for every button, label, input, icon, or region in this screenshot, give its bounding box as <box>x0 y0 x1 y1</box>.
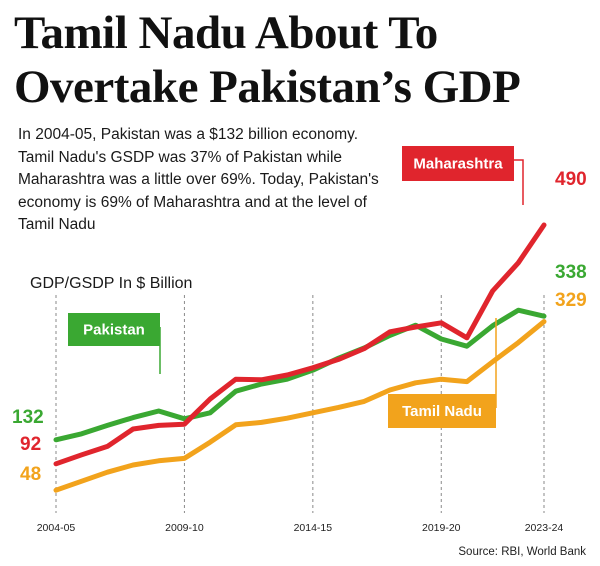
source-note: Source: RBI, World Bank <box>458 546 586 558</box>
pakistan-point <box>492 325 494 327</box>
pakistan-point <box>543 315 545 317</box>
tamil-nadu-point <box>312 412 314 414</box>
series-labels: 92 490 132 338 48 329 <box>12 169 587 485</box>
pakistan-line <box>53 307 547 443</box>
tamil-nadu-line <box>53 319 547 493</box>
maharashtra-legend-label: Maharashtra <box>413 156 503 173</box>
maharashtra-point <box>183 423 185 425</box>
x-tick-label: 2014-15 <box>294 522 333 534</box>
headline-line-1: Tamil Nadu About To <box>14 7 438 59</box>
maharashtra-point <box>261 379 262 381</box>
maharashtra-point <box>209 398 211 400</box>
maharashtra-point <box>106 445 108 447</box>
tamil-nadu-point <box>132 464 134 466</box>
tamil-nadu-point <box>363 400 365 402</box>
pakistan-point <box>132 417 134 419</box>
maharashtra-point <box>55 463 57 465</box>
tamil-nadu-point <box>106 471 108 473</box>
tamil-nadu-point <box>235 424 237 426</box>
maharashtra-point <box>286 374 288 376</box>
pakistan-end-value: 338 <box>555 262 587 283</box>
pakistan-point <box>235 390 237 392</box>
maharashtra-point <box>543 224 545 226</box>
x-tick-label: 2009-10 <box>165 522 204 534</box>
pakistan-point <box>81 433 83 435</box>
tamil-nadu-point <box>492 361 494 363</box>
tamil-nadu-point <box>209 441 211 443</box>
tamil-nadu-point <box>338 406 339 408</box>
maharashtra-point <box>235 378 237 380</box>
pakistan-point <box>440 338 442 340</box>
tamil-nadu-end-value: 329 <box>555 290 587 311</box>
pakistan-legend-box <box>68 313 160 346</box>
tamil-nadu-point <box>466 381 468 383</box>
maharashtra-start-value: 92 <box>20 434 41 455</box>
maharashtra-point <box>338 358 339 360</box>
tamil-nadu-point <box>81 480 83 482</box>
pakistan-point <box>106 424 108 426</box>
tamil-nadu-point <box>543 321 545 323</box>
tamil-nadu-point <box>261 421 262 423</box>
pakistan-point <box>466 345 468 347</box>
maharashtra-point <box>312 367 314 369</box>
maharashtra-end-value: 490 <box>555 169 587 190</box>
maharashtra-point <box>415 326 417 328</box>
pakistan-point <box>389 334 391 336</box>
pakistan-point <box>183 418 185 420</box>
maharashtra-point <box>363 348 365 350</box>
pakistan-start-value: 132 <box>12 407 44 428</box>
headline-line-2: Overtake Pakistan’s GDP <box>14 61 521 113</box>
tamil-nadu-point <box>183 457 185 459</box>
pakistan-point <box>517 309 519 311</box>
pakistan-point <box>261 383 262 385</box>
maharashtra-point <box>440 322 442 324</box>
pakistan-point <box>55 439 57 441</box>
maharashtra-point <box>466 337 468 339</box>
tamil-nadu-point <box>415 382 417 384</box>
pakistan-point <box>286 378 288 380</box>
pakistan-point <box>158 410 160 412</box>
tamil-nadu-legend-label: Tamil Nadu <box>402 403 482 420</box>
x-tick-label: 2019-20 <box>422 522 461 534</box>
tamil-nadu-point <box>158 460 160 462</box>
maharashtra-point <box>492 290 494 292</box>
tamil-nadu-start-value: 48 <box>20 464 41 485</box>
x-tick-label: 2004-05 <box>37 522 76 534</box>
maharashtra-point <box>517 262 519 264</box>
maharashtra-point <box>389 331 391 333</box>
x-tick-label: 2023-24 <box>525 522 564 534</box>
maharashtra-legend-box <box>402 146 514 181</box>
maharashtra-line <box>53 222 547 467</box>
headline: Tamil Nadu About To Overtake Pakistan’s … <box>14 6 594 114</box>
pakistan-point <box>209 412 211 414</box>
x-axis-ticks: 2004-05 2009-10 2014-15 2019-20 2023-24 <box>37 522 564 534</box>
tamil-nadu-legend-box <box>388 394 496 428</box>
pakistan-legend-label: Pakistan <box>83 322 145 339</box>
series-legend: Maharashtra Pakistan Tamil Nadu <box>68 146 524 428</box>
maharashtra-point <box>132 428 134 430</box>
series-lines <box>53 222 547 493</box>
intro-text: In 2004-05, Pakistan was a $132 billion … <box>18 126 379 233</box>
y-axis-label: GDP/GSDP In $ Billion <box>30 275 193 292</box>
tamil-nadu-point <box>389 389 391 391</box>
maharashtra-point <box>158 424 160 426</box>
tamil-nadu-point <box>517 342 519 344</box>
tamil-nadu-point <box>55 489 57 491</box>
maharashtra-leader-line <box>514 159 524 205</box>
maharashtra-point <box>81 454 83 456</box>
tamil-nadu-point <box>440 378 442 380</box>
tamil-nadu-point <box>286 417 288 419</box>
